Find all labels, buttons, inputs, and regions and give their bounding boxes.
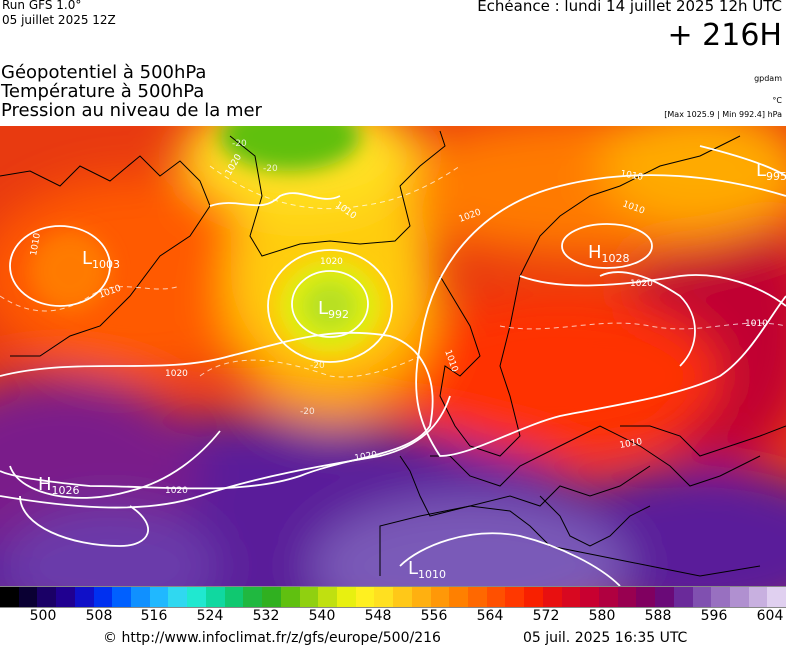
color-swatch — [580, 587, 599, 607]
color-swatch — [37, 587, 57, 607]
scale-tick-label: 580 — [588, 608, 616, 624]
isobar-label: 1010 — [745, 319, 768, 329]
color-swatch — [224, 587, 244, 607]
isobar-label: 1020 — [165, 369, 188, 379]
isobar-label: 1010 — [29, 232, 43, 257]
scale-tick-label: 548 — [364, 608, 392, 624]
isotherm-label: -20 — [310, 361, 325, 371]
isotherms — [0, 165, 786, 378]
scale-tick-label: 524 — [196, 608, 224, 624]
color-swatch — [131, 587, 150, 607]
scale-tick-label: 572 — [532, 608, 560, 624]
coastlines — [0, 130, 786, 577]
isobar-label: 1020 — [354, 450, 379, 464]
color-swatch — [505, 587, 525, 607]
scale-tick-label: 564 — [476, 608, 504, 624]
color-swatch — [18, 587, 38, 607]
color-swatch — [280, 587, 300, 607]
isobars — [0, 145, 786, 586]
color-swatch — [355, 587, 375, 607]
unit-geopotential: gpdam — [754, 74, 782, 83]
color-swatch — [730, 587, 749, 607]
color-swatch — [149, 587, 169, 607]
color-swatch — [93, 587, 113, 607]
isobar-label: 1020 — [320, 257, 343, 267]
color-swatch — [112, 587, 132, 607]
geopotential-shading — [0, 126, 786, 586]
scale-tick-label: 540 — [308, 608, 336, 624]
color-swatch — [168, 587, 188, 607]
forecast-valid-time: Echéance : lundi 14 juillet 2025 12h UTC — [477, 0, 782, 15]
color-swatch — [205, 587, 225, 607]
color-swatch — [374, 587, 394, 607]
color-swatch — [0, 587, 19, 607]
scale-tick-label: 604 — [756, 608, 784, 624]
color-swatch — [336, 587, 356, 607]
isobar-label: 1010 — [619, 169, 644, 183]
param-pressure: Pression au niveau de la mer — [1, 100, 262, 121]
isobar-label: 1020 — [165, 486, 188, 496]
color-swatch — [262, 587, 281, 607]
color-swatch — [430, 587, 450, 607]
param-temperature: Température à 500hPa — [1, 81, 205, 102]
scale-tick-label: 516 — [140, 608, 168, 624]
pressure-center-low: L995 — [756, 160, 786, 183]
isotherm-label: -20 — [300, 407, 315, 417]
param-geopotential: Géopotentiel à 500hPa — [1, 62, 207, 83]
pressure-center-low: L1010 — [408, 558, 446, 581]
scale-tick-label: 596 — [700, 608, 728, 624]
scale-tick-label: 532 — [252, 608, 280, 624]
color-swatch — [243, 587, 263, 607]
color-swatch — [56, 587, 75, 607]
color-swatch — [411, 587, 431, 607]
isobar-label: 1020 — [630, 279, 653, 289]
color-swatch — [711, 587, 731, 607]
color-swatch — [692, 587, 712, 607]
color-swatch — [299, 587, 319, 607]
color-scale-ticks: 500 508 516 524 532 540 548 556 564 572 580 588 596 6… — [0, 608, 786, 626]
color-swatch — [617, 587, 637, 607]
color-swatch — [542, 587, 562, 607]
pressure-center-low: L992 — [318, 298, 349, 321]
isotherm-label: -20 — [232, 139, 247, 149]
forecast-lead-time: + 216H — [667, 18, 783, 53]
isotherm-label: -20 — [263, 164, 278, 174]
isobar-label: 1010 — [619, 437, 644, 451]
color-swatch — [74, 587, 94, 607]
color-swatch — [393, 587, 412, 607]
color-swatch — [187, 587, 206, 607]
color-swatch — [767, 587, 786, 607]
color-swatch — [599, 587, 618, 607]
color-swatch — [655, 587, 674, 607]
color-swatch — [486, 587, 506, 607]
color-swatch — [449, 587, 468, 607]
color-swatch — [636, 587, 656, 607]
generated-date: 05 juil. 2025 16:35 UTC — [523, 630, 688, 646]
color-swatch — [524, 587, 543, 607]
unit-temperature: °C — [772, 96, 782, 105]
pressure-center-low: L1003 — [82, 248, 120, 271]
scale-tick-label: 508 — [85, 608, 113, 624]
run-date: 05 juillet 2025 12Z — [2, 13, 116, 27]
color-scale — [0, 586, 786, 608]
scale-tick-label: 556 — [420, 608, 448, 624]
pressure-range: [Max 1025.9 | Min 992.4] hPa — [664, 110, 782, 119]
weather-map[interactable]: H1028 H1026 L1003 L992 L1010 L995 1010 1010 1010… — [0, 126, 786, 586]
pressure-center-high: H1026 — [38, 474, 80, 497]
scale-tick-label: 588 — [644, 608, 672, 624]
color-swatch — [467, 587, 487, 607]
color-swatch — [561, 587, 581, 607]
color-swatch — [748, 587, 768, 607]
color-swatch — [318, 587, 337, 607]
credit-url[interactable]: © http://www.infoclimat.fr/z/gfs/europe/… — [103, 630, 441, 646]
pressure-center-high: H1028 — [588, 242, 630, 265]
color-swatch — [673, 587, 693, 607]
run-title: Run GFS 1.0° — [2, 0, 82, 12]
scale-tick-label: 500 — [29, 608, 57, 624]
